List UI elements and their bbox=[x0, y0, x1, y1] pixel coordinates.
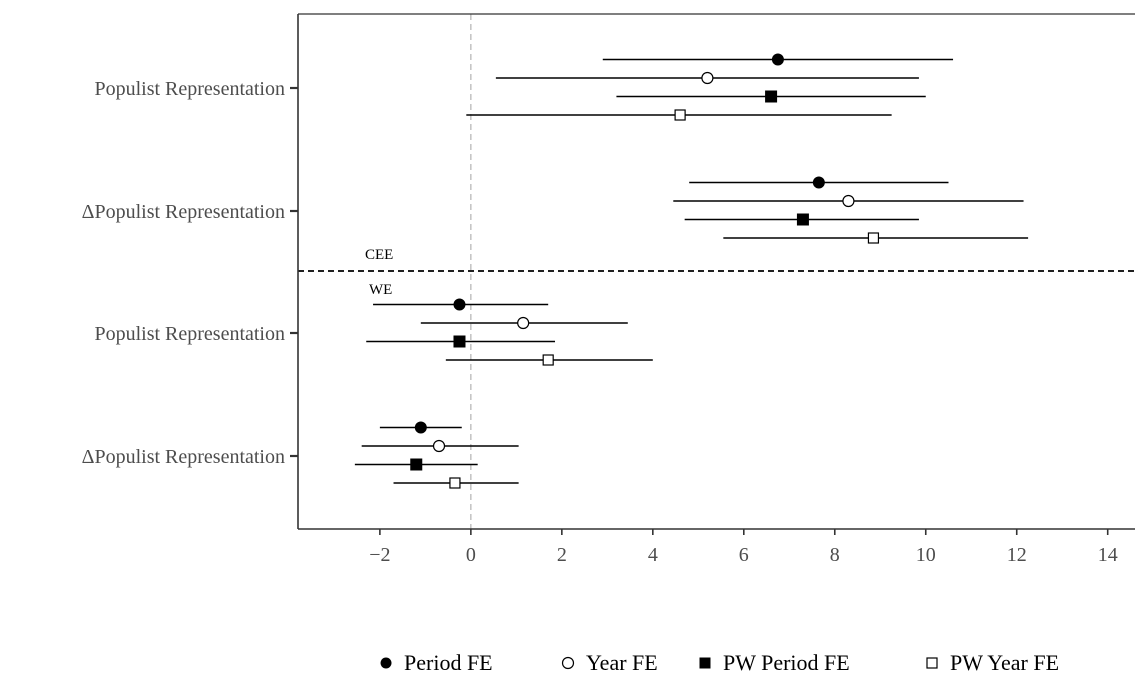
legend-key-1 bbox=[380, 657, 392, 669]
group-label-we: WE bbox=[369, 282, 392, 298]
x-tick-label-5: 6 bbox=[739, 544, 749, 566]
legend-label-2: Year FE bbox=[586, 650, 658, 675]
point-3-3 bbox=[453, 335, 466, 348]
group-label-cee: CEE bbox=[365, 247, 393, 263]
category-label-2: ΔPopulist Representation bbox=[82, 201, 285, 223]
point-4-3 bbox=[542, 354, 554, 366]
x-tick-label-6: 8 bbox=[830, 544, 840, 566]
x-tick-label-7: 10 bbox=[916, 544, 936, 566]
point-3-1 bbox=[765, 90, 778, 103]
point-1-1 bbox=[771, 53, 784, 66]
point-3-4 bbox=[410, 458, 423, 471]
point-1-3 bbox=[453, 298, 466, 311]
point-4-1 bbox=[674, 109, 686, 121]
category-label-4: ΔPopulist Representation bbox=[82, 446, 285, 468]
legend-key-2 bbox=[561, 656, 575, 670]
legend-label-1: Period FE bbox=[404, 650, 493, 675]
legend: Period FE Year FE PW Period FE PW Year FE bbox=[380, 650, 1059, 675]
legend-label-4: PW Year FE bbox=[950, 650, 1059, 675]
point-4-4 bbox=[449, 477, 461, 489]
x-tick-label-1: −2 bbox=[369, 544, 390, 566]
x-tick-label-4: 4 bbox=[648, 544, 658, 566]
point-2-3 bbox=[517, 316, 530, 330]
legend-key-3 bbox=[699, 657, 711, 669]
point-1-4 bbox=[414, 421, 427, 434]
x-tick-label-8: 12 bbox=[1007, 544, 1027, 566]
x-tick-label-3: 2 bbox=[557, 544, 567, 566]
point-2-2 bbox=[842, 194, 855, 208]
point-4-2 bbox=[867, 232, 880, 244]
plot-area: CEE WE −2 0 2 4 6 8 10 12 14 Populist Representatio… bbox=[82, 13, 1135, 566]
point-1-2 bbox=[812, 176, 825, 189]
x-tick-label-9: 14 bbox=[1098, 544, 1118, 566]
point-3-2 bbox=[796, 213, 809, 226]
legend-key-4 bbox=[926, 657, 938, 669]
category-label-3: Populist Representation bbox=[94, 323, 285, 345]
point-2-1 bbox=[701, 71, 714, 85]
legend-label-3: PW Period FE bbox=[723, 650, 850, 675]
category-label-1: Populist Representation bbox=[94, 78, 285, 100]
x-tick-label-2: 0 bbox=[466, 544, 476, 566]
point-2-4 bbox=[432, 439, 446, 453]
